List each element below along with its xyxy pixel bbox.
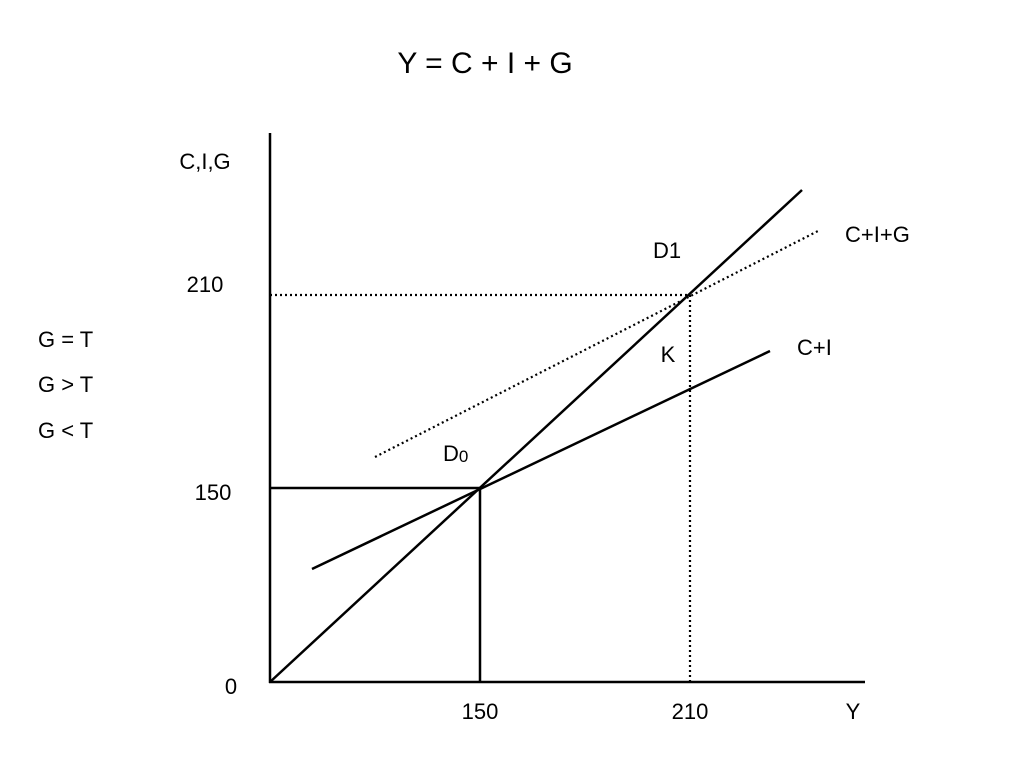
y-axis-label: C,I,G	[179, 149, 230, 174]
x-tick-label: 210	[672, 699, 709, 724]
x-tick-label: 150	[462, 699, 499, 724]
point-label: K	[661, 342, 676, 367]
condition: G > T	[38, 372, 93, 397]
y-tick-label: 0	[225, 674, 237, 699]
condition: G < T	[38, 418, 93, 443]
title: Y = C + I + G	[397, 47, 572, 80]
line-label: C+I	[797, 335, 832, 360]
y-tick-label: 150	[195, 480, 232, 505]
point-label: D1	[653, 238, 681, 263]
45-degree-line	[269, 189, 803, 683]
y-tick-label: 210	[187, 272, 224, 297]
condition: G = T	[38, 327, 93, 352]
point-label-sub: 0	[459, 447, 468, 466]
point-label: D0	[443, 441, 468, 467]
ci-line	[311, 349, 771, 571]
point-label-main: D	[443, 441, 459, 466]
line-label: C+I+G	[845, 222, 910, 247]
x-axis-label: Y	[846, 699, 861, 724]
